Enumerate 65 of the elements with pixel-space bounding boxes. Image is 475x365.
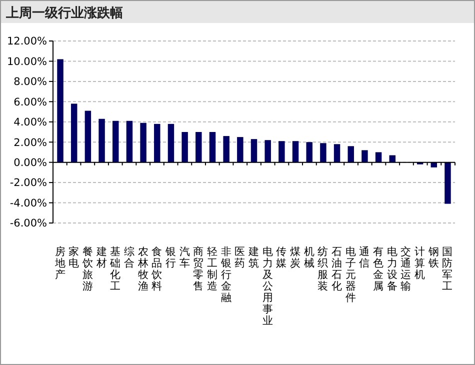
y-tick-label: 6.00% (14, 96, 48, 108)
x-tick-label: 农林牧渔 (136, 246, 149, 292)
bar (57, 59, 64, 162)
x-tick-label: 建筑 (248, 245, 260, 270)
x-tick-label: 电子元器件 (345, 245, 356, 304)
y-tick-label: 4.00% (14, 116, 48, 129)
bar (209, 132, 216, 162)
x-tick-label: 房地产 (54, 245, 66, 281)
y-tick-label: -6.00% (10, 218, 48, 230)
x-tick-label: 电力设备 (386, 245, 398, 292)
x-tick-label: 电力及公用事业 (262, 245, 274, 327)
x-tick-label: 餐饮旅游 (81, 246, 94, 292)
y-tick-label: -2.00% (10, 177, 48, 190)
bar (375, 152, 382, 162)
y-tick-label: 12.00% (6, 36, 48, 48)
x-tick-label: 通信 (359, 245, 370, 270)
y-tick-label: 2.00% (14, 136, 48, 149)
y-tick-label: 0.00% (14, 157, 48, 170)
bar (70, 104, 78, 162)
x-tick-label: 机械 (304, 246, 315, 270)
x-tick-label: 煤炭 (290, 246, 302, 270)
x-tick-label: 医药 (234, 246, 246, 270)
x-tick-label: 纺织服装 (318, 245, 329, 292)
bar (362, 150, 368, 162)
bar (112, 120, 119, 162)
x-tick-label: 食品饮料 (150, 246, 163, 292)
bar (140, 122, 146, 162)
bar (84, 110, 92, 162)
x-tick-label: 建材 (95, 245, 108, 270)
bar (126, 120, 133, 162)
x-tick-label: 计算机 (414, 245, 426, 281)
bar (154, 124, 160, 162)
x-tick-label: 家电 (68, 245, 80, 270)
x-tick-label: 有色金属 (373, 246, 384, 292)
x-tick-label: 轻工制造 (206, 246, 218, 292)
bar (348, 146, 354, 162)
x-tick-label: 传媒 (276, 246, 288, 270)
y-tick-label: 8.00% (14, 76, 48, 88)
x-tick-label: 基础化工 (109, 245, 122, 292)
x-tick-label: 非银行金融 (220, 245, 232, 304)
bar (306, 142, 312, 162)
x-tick-label: 交通运输 (400, 245, 412, 292)
bar (196, 132, 202, 162)
bar (98, 118, 105, 162)
y-tick-label: -4.00% (10, 197, 48, 210)
bar (264, 140, 271, 162)
x-tick-label: 综合 (124, 245, 135, 270)
x-tick-label: 国防军工 (442, 246, 454, 292)
chart-title: 上周一级行业涨跌幅 (5, 6, 123, 21)
bar (278, 141, 285, 162)
bar (223, 136, 230, 162)
bar (237, 137, 244, 162)
y-tick-label: 10.00% (6, 56, 48, 68)
bar (444, 162, 451, 204)
bar (250, 139, 258, 162)
bar (320, 143, 326, 162)
x-tick-label: 商贸零售 (193, 245, 204, 292)
bar (168, 124, 174, 162)
x-tick-label: 钢铁 (427, 246, 440, 270)
x-tick-label: 汽车 (179, 246, 190, 270)
x-tick-label: 石油石化 (332, 246, 343, 292)
bar (182, 132, 188, 162)
bar (334, 144, 340, 162)
bar (292, 141, 299, 162)
x-tick-label: 银行 (164, 246, 176, 270)
